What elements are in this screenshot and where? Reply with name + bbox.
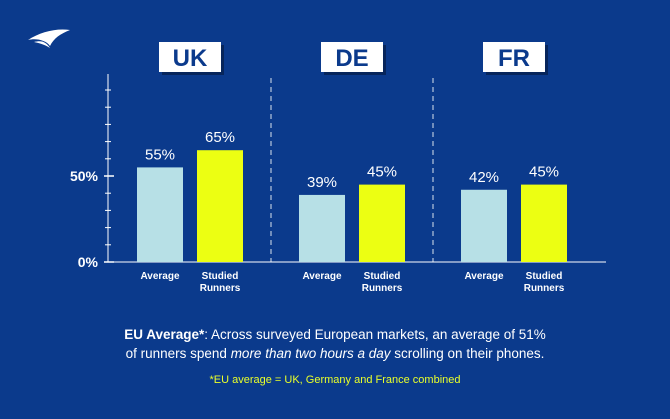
bar-value-label: 55% — [145, 146, 175, 163]
caption-emphasis: more than two hours a day — [230, 346, 391, 361]
bar-category-label: Studied — [364, 271, 401, 282]
brand-logo-icon — [28, 29, 70, 48]
country-badge — [483, 42, 545, 72]
bar-category-label: Average — [464, 271, 504, 282]
bar-average — [461, 189, 507, 262]
country-label: FR — [498, 45, 530, 72]
caption-line2-end: scrolling on their phones. — [390, 346, 545, 361]
bar-runners — [521, 184, 567, 262]
bar-category-label: Runners — [524, 283, 565, 294]
footnote: *EU average = UK, Germany and France com… — [209, 374, 461, 386]
country-badge — [159, 42, 221, 72]
bar-category-label: Runners — [200, 283, 241, 294]
bar-category-label: Average — [302, 271, 342, 282]
bar-value-label: 45% — [367, 164, 397, 181]
bar-category-label: Studied — [526, 271, 563, 282]
bar-value-label: 42% — [469, 169, 499, 186]
bar-value-label: 45% — [529, 164, 559, 181]
country-badge — [321, 42, 383, 72]
y-tick-label: 0% — [78, 254, 99, 270]
bar-category-label: Runners — [362, 283, 403, 294]
bar-category-label: Studied — [202, 271, 239, 282]
caption-line1-text: : Across surveyed European markets, an a… — [204, 327, 546, 342]
caption-lead: EU Average* — [124, 327, 205, 342]
bar-chart: 0%50%UK55%Average65%StudiedRunnersDE39%A… — [70, 42, 606, 294]
bar-value-label: 39% — [307, 174, 337, 191]
bar-average — [299, 194, 345, 262]
bar-runners — [197, 150, 243, 262]
bar-runners — [359, 184, 405, 262]
country-label: UK — [173, 45, 208, 72]
bar-category-label: Average — [140, 271, 180, 282]
country-label: DE — [335, 45, 368, 72]
bar-average — [137, 167, 183, 262]
caption-line-2: of runners spend more than two hours a d… — [0, 345, 670, 363]
caption-line2-start: of runners spend — [125, 346, 231, 361]
y-tick-label: 50% — [70, 168, 99, 184]
caption-line-1: EU Average*: Across surveyed European ma… — [0, 326, 670, 344]
bar-value-label: 65% — [205, 129, 235, 146]
